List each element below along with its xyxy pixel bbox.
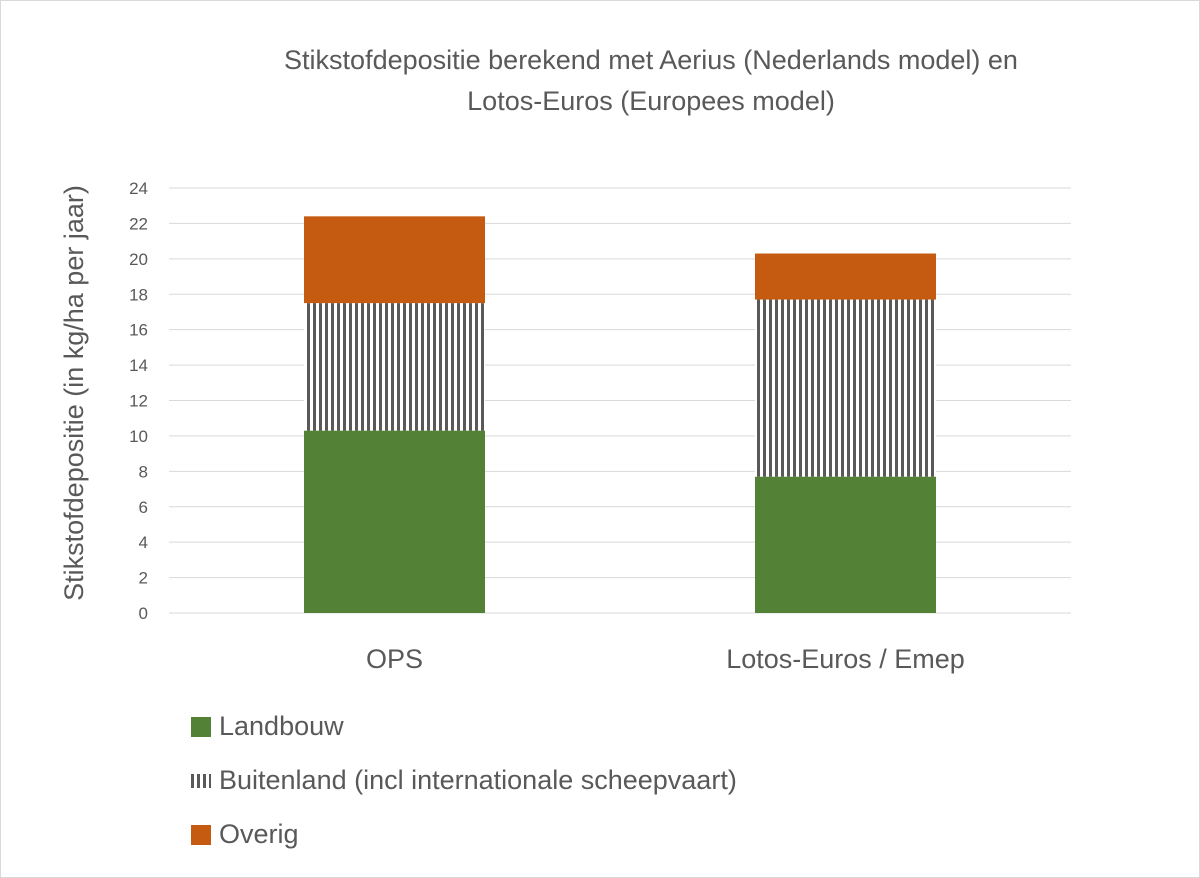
bar-buitenland-0 <box>304 303 485 431</box>
chart-title-line-2: Lotos-Euros (Europees model) <box>467 86 835 116</box>
legend-label-buitenland: Buitenland (incl internationale scheepva… <box>219 765 737 795</box>
y-tick-label: 12 <box>129 392 148 411</box>
legend-item-landbouw: Landbouw <box>191 711 344 742</box>
y-tick-label: 0 <box>139 604 148 623</box>
y-tick-label: 22 <box>129 214 148 233</box>
y-tick-label: 18 <box>129 285 148 304</box>
y-tick-label: 8 <box>139 462 148 481</box>
legend-label-overig: Overig <box>219 819 299 849</box>
bar-buitenland-1 <box>755 299 936 477</box>
legend-swatch-landbouw <box>191 716 211 737</box>
x-category-label: Lotos-Euros / Emep <box>726 644 965 674</box>
y-tick-label: 16 <box>129 321 148 340</box>
y-tick-label: 6 <box>139 498 148 517</box>
legend-item-overig: Overig <box>191 819 299 850</box>
bar-landbouw-1 <box>755 476 936 613</box>
legend-item-buitenland: Buitenland (incl internationale scheepva… <box>191 765 737 796</box>
y-tick-label: 2 <box>139 569 148 588</box>
y-tick-label: 20 <box>129 250 148 269</box>
legend-swatch-overig <box>191 824 211 845</box>
legend-label-landbouw: Landbouw <box>219 711 344 741</box>
y-tick-label: 10 <box>129 427 148 446</box>
y-tick-label: 4 <box>139 533 148 552</box>
legend-swatch-buitenland <box>191 773 211 788</box>
chart-title-line-1: Stikstofdepositie berekend met Aerius (N… <box>284 45 1018 75</box>
x-category-label: OPS <box>366 644 423 674</box>
bar-overig-1 <box>755 253 936 300</box>
bar-overig-0 <box>304 216 485 304</box>
y-tick-label: 24 <box>129 179 148 198</box>
y-axis-label: Stikstofdepositie (in kg/ha per jaar) <box>59 185 89 601</box>
bar-landbouw-0 <box>304 430 485 613</box>
y-tick-label: 14 <box>129 356 148 375</box>
